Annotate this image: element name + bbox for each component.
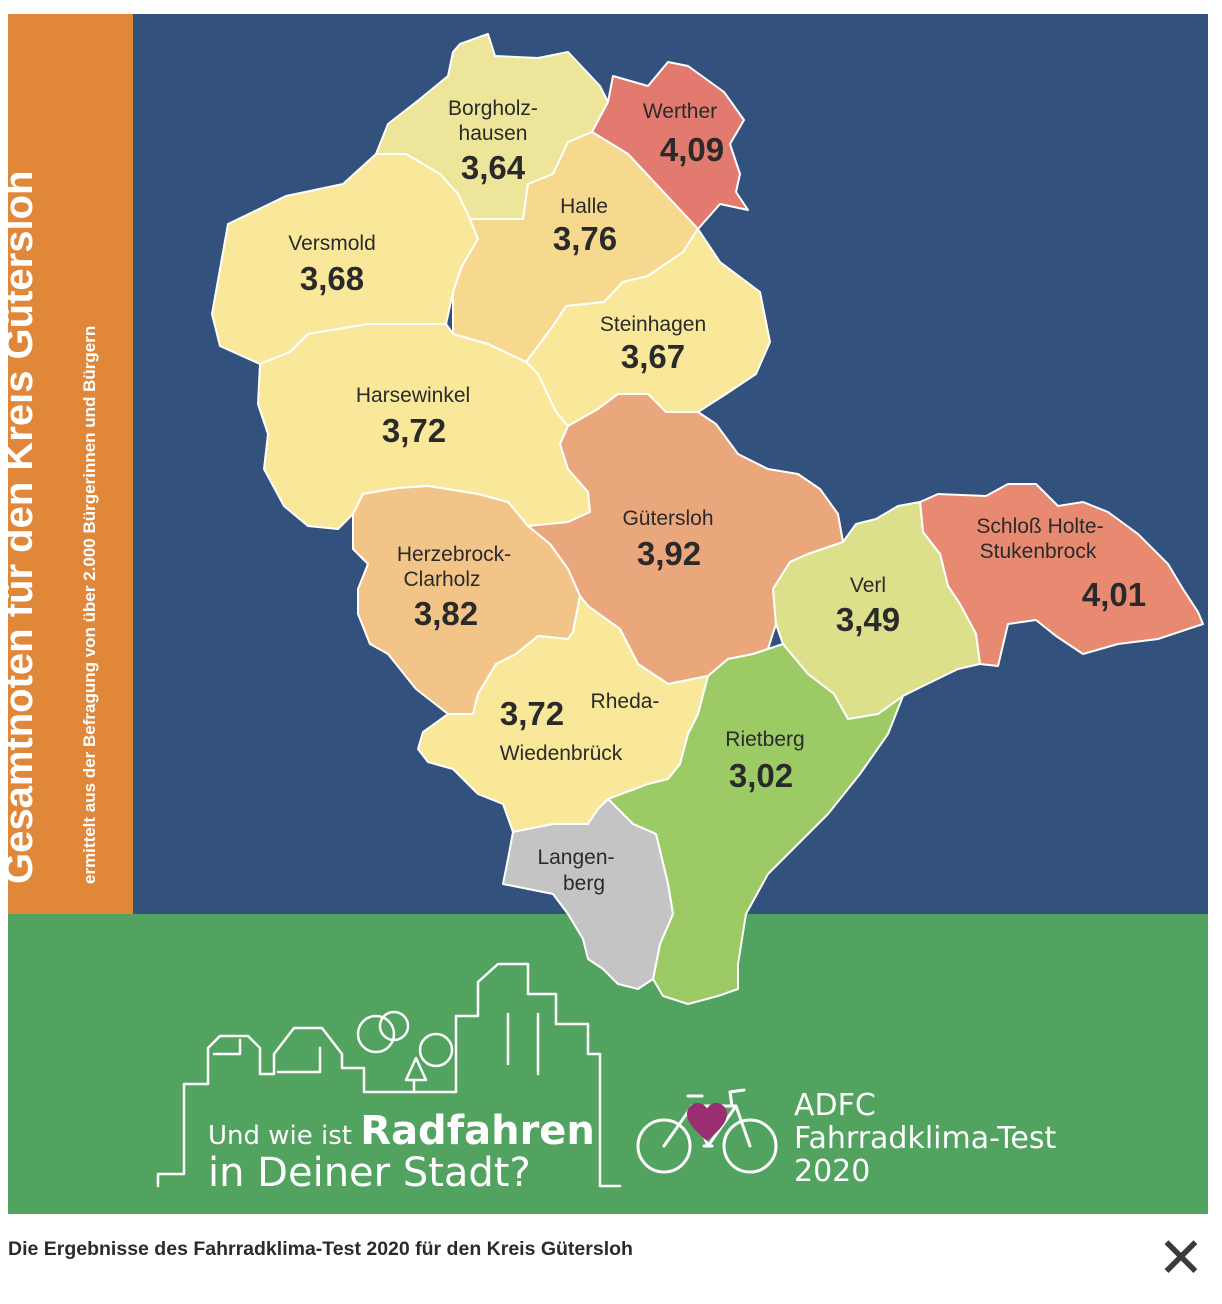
label-guetersloh: Gütersloh 3,92: [622, 507, 713, 572]
slogan-line2: in Deiner Stadt?: [208, 1150, 531, 1196]
label-steinhagen: Steinhagen 3,67: [600, 313, 706, 375]
region-name: Schloß Holte-: [976, 515, 1103, 538]
region-name: Rheda-: [591, 690, 660, 713]
region-name: Clarholz: [403, 568, 480, 591]
brand-line1: ADFC: [794, 1088, 876, 1123]
sidebar-title: Gesamtnoten für den Kreis Gütersloh: [0, 170, 41, 884]
region-score: 3,02: [729, 757, 793, 794]
label-langenberg: Langen- berg: [537, 846, 614, 895]
region-name: hausen: [459, 122, 528, 145]
label-werther: Werther 4,09: [643, 100, 724, 168]
region-score: 3,49: [836, 601, 900, 638]
region-score: 3,76: [553, 220, 617, 257]
region-score: 4,09: [660, 131, 724, 168]
infographic: Borgholz- hausen 3,64 Werther 4,09 Versm…: [0, 14, 1208, 1214]
region-name: Verl: [850, 574, 886, 597]
sidebar: Gesamtnoten für den Kreis Gütersloh ermi…: [0, 14, 133, 914]
region-name: Langen-: [537, 846, 614, 869]
region-name: Wiedenbrück: [500, 742, 623, 765]
region-score: 3,72: [382, 412, 446, 449]
map-graphic: Borgholz- hausen 3,64 Werther 4,09 Versm…: [8, 14, 1208, 1214]
slogan-prefix: Und wie ist: [208, 1121, 352, 1151]
city-skyline-icon: [156, 962, 622, 1188]
region-name: Versmold: [288, 232, 376, 255]
region-score: 3,67: [621, 338, 685, 375]
region-name: Halle: [560, 195, 608, 218]
label-harsewinkel: Harsewinkel 3,72: [356, 384, 470, 449]
region-name: Werther: [643, 100, 717, 123]
region-name: Gütersloh: [622, 507, 713, 530]
region-name: Steinhagen: [600, 313, 706, 336]
region-score: 3,64: [461, 149, 526, 186]
region-score: 3,92: [637, 535, 701, 572]
label-herzebrock: Herzebrock- Clarholz 3,82: [397, 543, 511, 632]
slogan-line1: Und wie ist Radfahren: [208, 1108, 595, 1154]
label-borgholzhausen: Borgholz- hausen 3,64: [448, 97, 538, 186]
region-score: 3,68: [300, 260, 364, 297]
brand-line3: 2020: [794, 1154, 870, 1189]
region-score: 4,01: [1082, 576, 1146, 613]
slogan-bold: Radfahren: [360, 1108, 595, 1154]
sidebar-subtitle: ermittelt aus der Befragung von über 2.0…: [80, 325, 99, 884]
label-halle: Halle 3,76: [553, 195, 617, 257]
close-icon[interactable]: ✕: [1157, 1226, 1205, 1291]
brand-line2: Fahrradklima-Test: [794, 1121, 1057, 1156]
label-rietberg: Rietberg 3,02: [725, 728, 804, 794]
label-versmold: Versmold 3,68: [288, 232, 376, 297]
region-rietberg: [607, 643, 904, 1005]
label-rheda: Rheda- 3,72 Wiedenbrück: [500, 690, 660, 765]
region-score: 3,82: [414, 595, 478, 632]
region-langenberg: [502, 798, 674, 990]
label-schloss-holte: Schloß Holte- Stukenbrock 4,01: [976, 515, 1146, 613]
figure-caption: Die Ergebnisse des Fahrradklima-Test 202…: [8, 1238, 633, 1260]
region-name: Herzebrock-: [397, 543, 511, 566]
region-name: Harsewinkel: [356, 384, 470, 407]
label-verl: Verl 3,49: [836, 574, 900, 638]
region-score: 3,72: [500, 695, 564, 732]
region-name: berg: [563, 872, 605, 895]
sidebar-background: [8, 14, 133, 914]
region-verl: [772, 501, 981, 720]
region-name: Stukenbrock: [980, 540, 1097, 563]
region-name: Rietberg: [725, 728, 804, 751]
region-name: Borgholz-: [448, 97, 538, 120]
heart-icon: [687, 1103, 727, 1141]
